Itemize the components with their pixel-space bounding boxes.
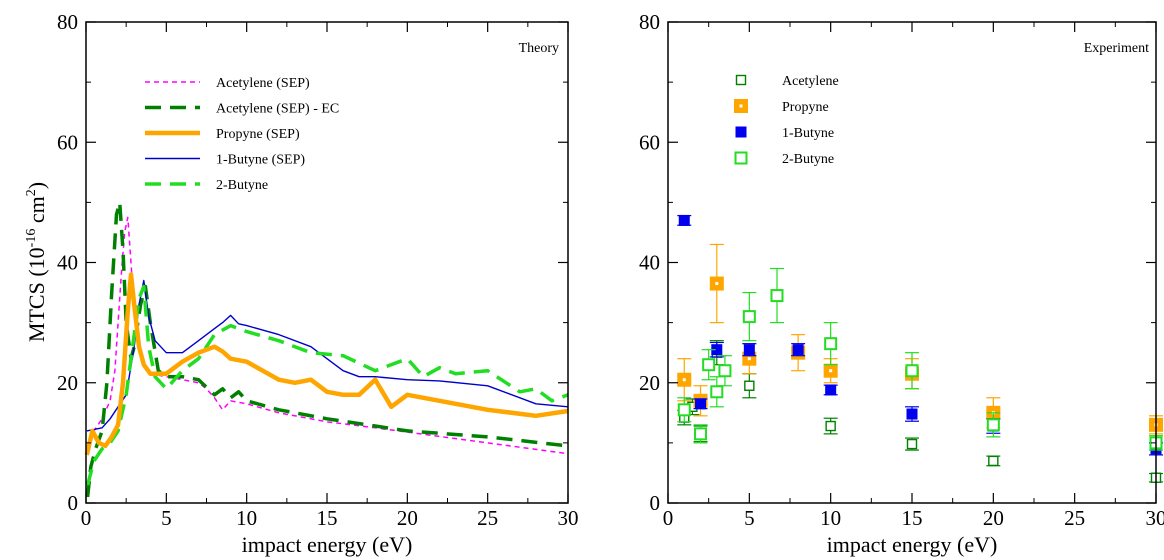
theory-legend: Acetylene (SEP) Acetylene (SEP) - EC Propy… [145,76,339,193]
y-axis-label-main: MTCS (10 [24,247,49,342]
experiment-x-tick-label: 5 [744,506,755,530]
data-point-1-butyne [678,214,690,226]
y-axis-label-close: ) [24,182,49,189]
theory-x-tick-label: 30 [558,506,579,530]
theory-y-tick-label: 20 [57,371,78,395]
experiment-x-tick-label: 20 [983,506,1004,530]
y-axis-label-unit-exponent: 2 [24,189,39,196]
experiment-y-tick-label: 20 [639,371,660,395]
legend-label-1-butyne-sep: 1-Butyne (SEP) [216,153,305,168]
experiment-panel: 0 5 10 15 20 25 30 0 20 40 60 80 Experiment Acetyle… [639,10,1164,557]
legend-label-2-butyne: 2-Butyne [216,178,268,193]
legend-label-propyne-sep: Propyne (SEP) [216,127,300,142]
data-point-2-butyne [677,403,691,417]
data-point-2-butyne [986,418,1000,432]
theory-plot-frame [85,21,569,504]
theory-corner-label: Theory [519,41,559,56]
legend-marker-propyne-center [739,104,743,108]
theory-y-tick-label: 40 [57,251,78,275]
data-point-1-butyne [695,398,707,410]
theory-x-tick-label: 0 [81,506,92,530]
legend-label-1-butyne: 1-Butyne [782,126,834,141]
theory-curves [84,200,569,498]
theory-x-tick-label: 20 [397,506,418,530]
legend-label-propyne: Propyne [782,100,829,115]
experiment-plot-frame [667,21,1157,504]
data-point-acetylene [744,380,755,391]
data-point-2-butyne [905,364,919,378]
theory-panel: 0 5 10 15 20 25 30 0 20 40 60 80 Theory Acetylene (… [24,10,579,557]
legend-label-acetylene-sep: Acetylene (SEP) [216,76,310,91]
data-point-2-butyne [770,289,784,303]
series-line-acetylene-sep-ec [85,200,569,498]
experiment-y-tick-label: 40 [639,251,660,275]
data-point-2-butyne [718,364,732,378]
experiment-points [677,214,1163,483]
theory-x-tick-label: 25 [477,506,498,530]
experiment-x-tick-label: 25 [1064,506,1085,530]
data-point-1-butyne [792,344,804,356]
data-point-2-butyne [702,358,716,372]
data-point-propyne-center [682,378,686,382]
experiment-x-tick-label: 10 [820,506,841,530]
theory-x-tick-label: 10 [236,506,257,530]
experiment-x-tick-label: 30 [1146,506,1164,530]
experiment-y-tick-label: 0 [650,491,661,515]
experiment-legend: Acetylene Propyne 1-Butyne 2-Butyne [734,74,839,167]
data-point-2-butyne [742,310,756,324]
data-point-propyne-center [715,282,719,286]
theory-y-tick-label: 0 [68,491,79,515]
y-axis-label: MTCS (10-16 cm2) [24,182,49,342]
data-point-1-butyne [906,408,918,420]
data-point-acetylene [906,438,918,450]
theory-y-tick-label: 60 [57,130,78,154]
y-axis-label-exponent: -16 [24,229,39,248]
experiment-axes: 0 5 10 15 20 25 30 0 20 40 60 80 [639,10,1164,530]
theory-x-axis-label: impact energy (eV) [242,532,413,557]
series-line-propyne-sep [84,272,569,456]
experiment-x-tick-label: 15 [902,506,923,530]
experiment-x-tick-label: 0 [663,506,674,530]
legend-marker-propyne [734,99,748,113]
data-point-acetylene [825,420,836,432]
theory-x-tick-label: 15 [317,506,338,530]
data-point-propyne-center [829,369,833,373]
data-point-1-butyne [743,344,755,356]
theory-axes: 0 5 10 15 20 25 30 0 20 40 60 80 [57,10,579,530]
experiment-y-tick-label: 80 [639,10,660,34]
data-point-propyne [677,372,692,387]
experiment-x-axis-label: impact energy (eV) [827,532,998,557]
legend-label-2-butyne: 2-Butyne [782,152,834,167]
y-axis-label-unit: cm [24,196,49,228]
data-point-2-butyne [694,427,708,441]
legend-label-acetylene-sep-ec: Acetylene (SEP) - EC [216,102,339,117]
legend-marker-acetylene [735,74,747,86]
data-point-2-butyne [710,385,724,399]
experiment-y-tick-label: 60 [639,130,660,154]
theory-x-tick-label: 5 [161,506,172,530]
data-point-propyne [709,276,724,291]
experiment-corner-label: Experiment [1084,41,1149,56]
legend-label-acetylene: Acetylene [782,74,839,89]
legend-marker-2-butyne [734,151,748,165]
data-point-1-butyne [711,344,723,356]
series-line-2-butyne [85,284,569,486]
data-point-acetylene [988,455,999,467]
data-point-1-butyne [825,384,837,396]
data-point-propyne [823,363,838,378]
data-point-propyne-center [747,357,751,361]
data-point-2-butyne [824,337,838,351]
theory-y-tick-label: 80 [57,10,78,34]
legend-marker-1-butyne [735,126,747,138]
